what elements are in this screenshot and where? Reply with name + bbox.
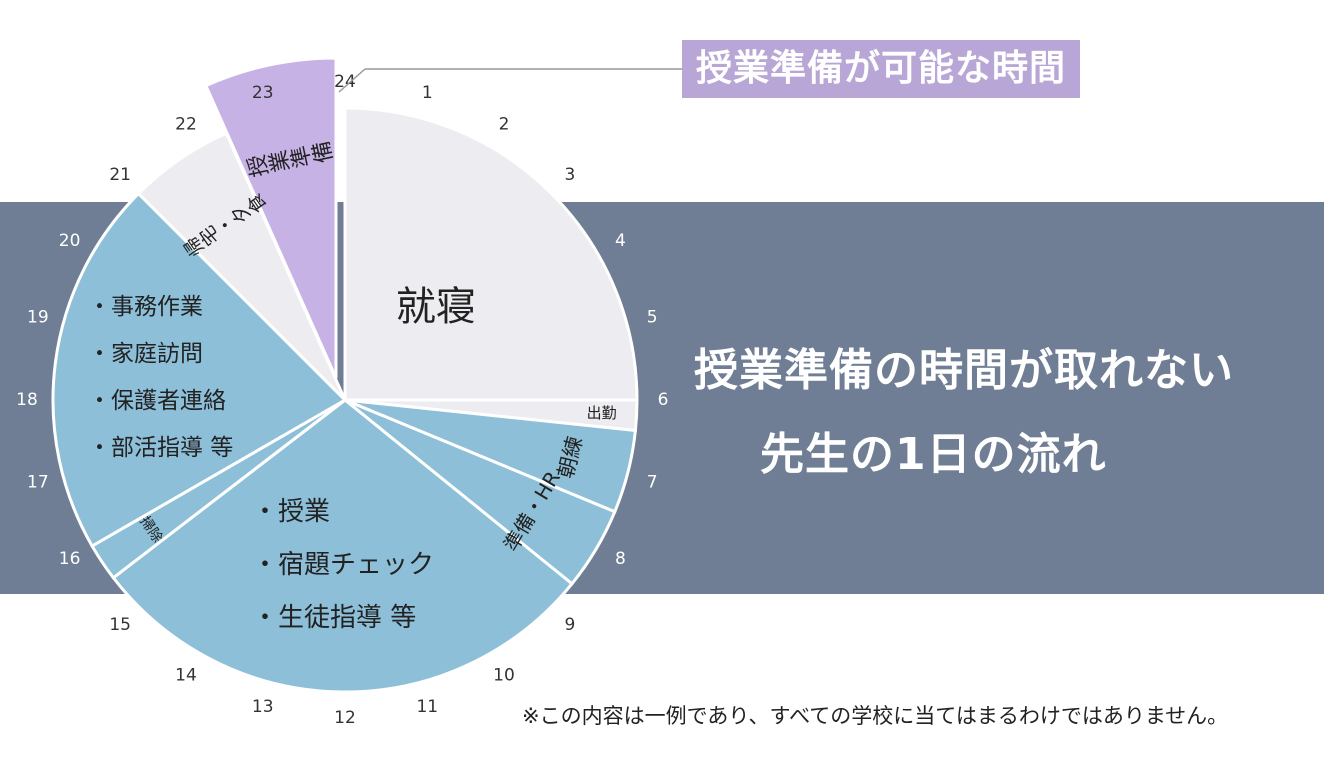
- hour-tick-label: 17: [27, 472, 49, 492]
- callout-line: [338, 68, 366, 93]
- pie-slice-admin: [51, 191, 348, 549]
- hour-tick-label: 16: [59, 549, 81, 569]
- admin-item: ・事務作業: [88, 294, 203, 320]
- pie-slice-classes: [111, 398, 575, 694]
- hour-tick-label: 20: [59, 231, 81, 251]
- hour-tick-label: 2: [499, 115, 510, 135]
- pie-slice-lesson-prep: [203, 56, 338, 379]
- hour-tick-label: 11: [416, 697, 438, 717]
- hour-tick-label: 14: [175, 665, 197, 685]
- slice-label-commute: 出勤: [587, 404, 617, 422]
- hour-tick-label: 6: [658, 390, 669, 410]
- admin-item: ・部活指導 等: [88, 435, 234, 461]
- hour-tick-label: 23: [252, 83, 274, 103]
- hour-tick-label: 22: [175, 115, 197, 135]
- headline-line-1: 授業準備の時間が取れない: [694, 345, 1234, 396]
- hour-tick-label: 13: [252, 697, 274, 717]
- callout-label: 授業準備が可能な時間: [682, 40, 1081, 98]
- hour-tick-label: 5: [647, 308, 658, 328]
- hour-tick-label: 1: [422, 83, 433, 103]
- hour-tick-label: 24: [334, 72, 356, 92]
- class-item: ・授業: [252, 497, 331, 527]
- hour-tick-label: 12: [334, 708, 356, 728]
- class-item: ・生徒指導 等: [252, 603, 417, 633]
- slice-label-sleep: 就寝: [396, 284, 476, 330]
- admin-item: ・家庭訪問: [88, 341, 203, 367]
- admin-item: ・保護者連絡: [88, 388, 226, 414]
- hour-tick-label: 21: [109, 165, 131, 185]
- hour-tick-label: 8: [615, 549, 626, 569]
- hour-tick-label: 19: [27, 308, 49, 328]
- hour-tick-label: 7: [647, 472, 658, 492]
- hour-tick-label: 18: [16, 390, 38, 410]
- hour-tick-label: 10: [493, 665, 515, 685]
- admin-task-list: ・事務作業 ・家庭訪問 ・保護者連絡 ・部活指導 等: [88, 284, 233, 472]
- hour-tick-label: 4: [615, 231, 626, 251]
- hour-tick-label: 15: [109, 615, 131, 635]
- class-item: ・宿題チェック: [252, 550, 435, 580]
- disclaimer-note: ※この内容は一例であり、すべての学校に当てはまるわけではありません。: [522, 704, 1229, 728]
- headline-line-2: 先生の1日の流れ: [760, 429, 1107, 480]
- hour-tick-label: 3: [564, 165, 575, 185]
- class-task-list: ・授業 ・宿題チェック ・生徒指導 等: [252, 486, 434, 645]
- hour-tick-label: 9: [564, 615, 575, 635]
- pie-slice-sleep: [343, 106, 639, 402]
